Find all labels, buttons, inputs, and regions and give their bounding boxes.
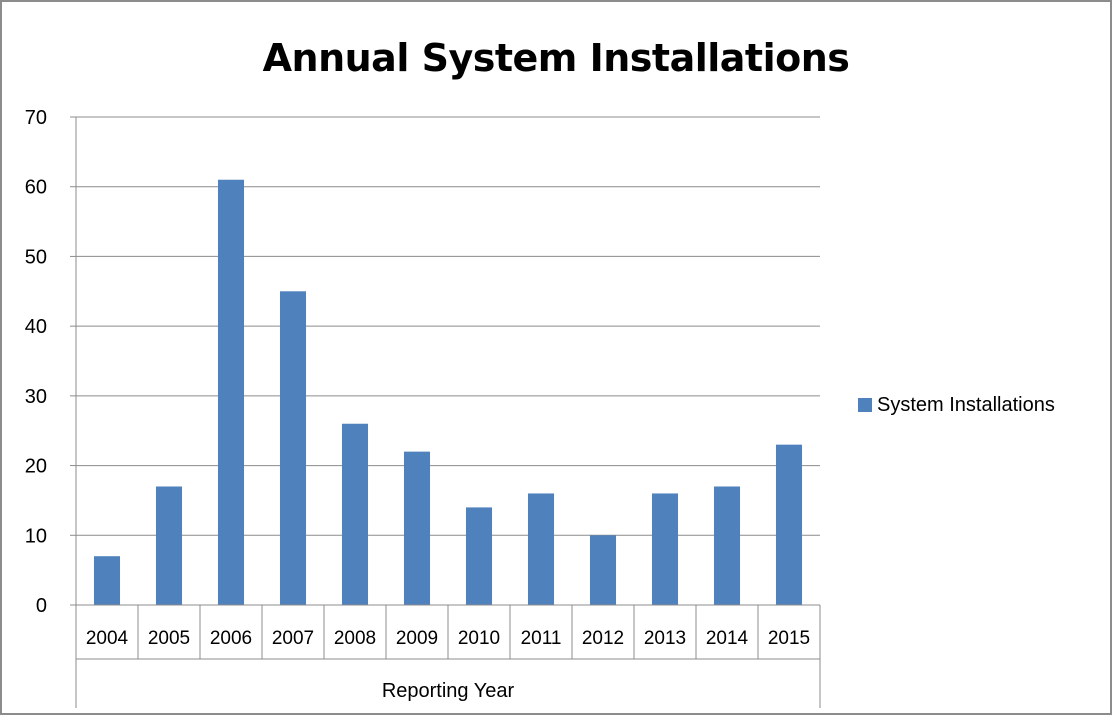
bar: [465, 507, 493, 605]
x-tick-labels: 2004 2005 2006 2007 2008 2009 2010 2011 2012 2013…: [86, 628, 810, 649]
x-tick-label: 2007: [272, 628, 314, 649]
bar: [527, 493, 555, 605]
x-tick-label: 2011: [521, 628, 562, 649]
bars: [93, 179, 803, 605]
bar: [279, 291, 307, 605]
x-tick-label: 2009: [396, 628, 438, 649]
x-tick-label: 2014: [706, 628, 749, 649]
legend-swatch: [858, 398, 872, 412]
chart-title: Annual System Installations: [262, 36, 850, 80]
y-tick-label: 40: [25, 316, 47, 338]
y-tick-label: 50: [25, 246, 47, 268]
gridlines: [76, 116, 820, 536]
x-tick-label: 2013: [644, 628, 686, 649]
bar: [775, 444, 803, 605]
y-tick-label: 70: [25, 107, 47, 129]
y-tick-label: 20: [25, 456, 47, 478]
y-tick-label: 10: [25, 525, 47, 547]
legend: System Installations: [858, 394, 1055, 416]
bar: [403, 451, 431, 605]
bar: [155, 486, 183, 605]
x-tick-label: 2006: [210, 628, 252, 649]
bar: [93, 556, 121, 605]
x-tick-label: 2008: [334, 628, 376, 649]
x-axis-title: Reporting Year: [382, 680, 515, 702]
x-tick-label: 2010: [458, 628, 500, 649]
x-tick-label: 2004: [86, 628, 129, 649]
bar: [589, 535, 617, 605]
x-tick-label: 2012: [582, 628, 624, 649]
legend-label: System Installations: [877, 393, 1055, 416]
axes: [70, 116, 821, 708]
bar: [341, 423, 369, 605]
y-tick-label: 0: [36, 595, 47, 617]
y-tick-labels: 0 10 20 30 40 50 60 70: [25, 107, 47, 617]
bar: [651, 493, 679, 605]
bar: [713, 486, 741, 605]
x-tick-label: 2005: [148, 628, 190, 649]
bar: [217, 179, 245, 605]
y-tick-label: 60: [25, 177, 47, 199]
x-tick-label: 2015: [768, 628, 810, 649]
y-tick-label: 30: [25, 386, 47, 408]
